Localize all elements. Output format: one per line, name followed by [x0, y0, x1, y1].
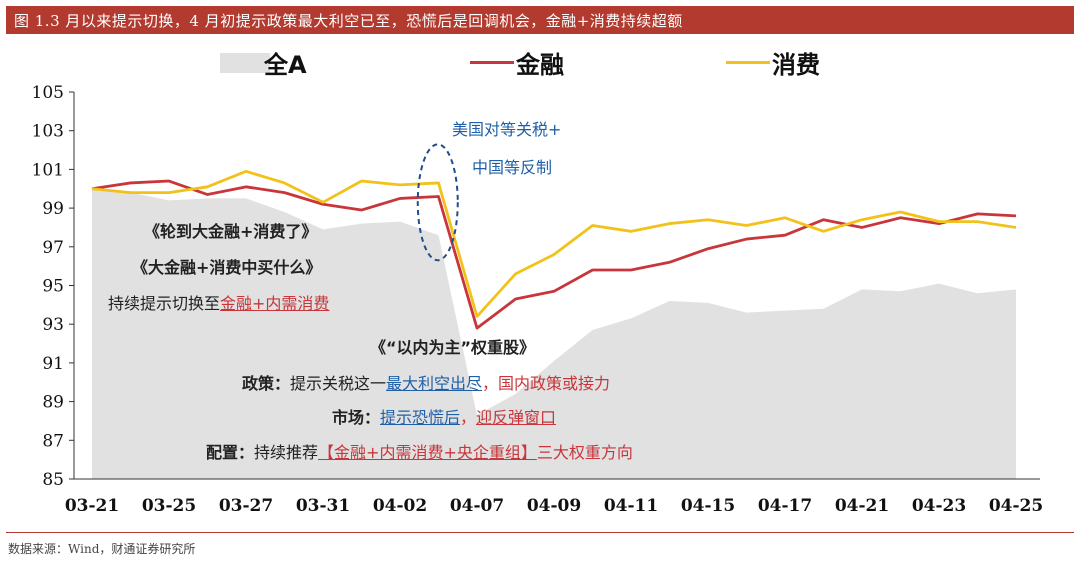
alloc-label: 配置：: [206, 443, 255, 462]
legend-label-consumer: 消费: [772, 51, 820, 79]
x-tick-label: 04-07: [450, 496, 504, 516]
market-highlight-1: 提示恐慌后: [380, 408, 461, 427]
x-tick-label: 04-21: [835, 496, 889, 516]
policy-highlight: 最大利空出尽: [386, 374, 483, 393]
legend-swatch-all-a: [220, 53, 270, 73]
market-label: 市场：: [332, 408, 381, 427]
alloc-rest: 三大权重方向: [536, 443, 633, 462]
market-highlight-2: 迎反弹窗口: [476, 408, 557, 427]
y-tick-label: 85: [42, 470, 64, 490]
y-tick-label: 89: [42, 393, 64, 413]
annotation-ellipse: [416, 143, 459, 262]
legend-swatch-finance: [470, 61, 514, 64]
legend-swatch-consumer: [726, 61, 770, 64]
x-tick-label: 04-09: [527, 496, 581, 516]
x-tick-label: 04-25: [989, 496, 1043, 516]
policy-label: 政策：: [242, 374, 291, 393]
policy-rest: ，国内政策或接力: [482, 374, 611, 393]
annotation-market: 市场：提示恐慌后，迎反弹窗口: [332, 404, 556, 428]
policy-text: 提示关税这一: [290, 374, 387, 393]
y-tick-label: 93: [42, 315, 64, 335]
series-area-all-a: [92, 188, 1016, 479]
chart-title: 图 1.3 月以来提示切换，4 月初提示政策最大利空已至，恐慌后是回调机会，金融…: [14, 12, 683, 30]
y-tick-label: 91: [42, 354, 64, 374]
x-tick-label: 03-27: [219, 496, 273, 516]
x-tick-label: 03-21: [65, 496, 119, 516]
y-tick-label: 97: [42, 238, 64, 258]
series-line-finance: [91, 179, 1017, 330]
annotation-shock-line-1: 美国对等关税+: [452, 120, 562, 139]
annotation-policy: 政策：提示关税这一最大利空出尽，国内政策或接力: [242, 370, 610, 394]
legend-label-all-a: 全A: [264, 51, 307, 79]
annotation-book-2: 《大金融+消费中买什么》: [132, 258, 322, 277]
alloc-text: 持续推荐: [254, 443, 319, 462]
x-tick-label: 03-25: [142, 496, 196, 516]
alloc-highlight: 【金融+内需消费+央企重组】: [318, 443, 537, 462]
annotation-allocation: 配置：持续推荐【金融+内需消费+央企重组】三大权重方向: [206, 439, 633, 463]
y-tick-label: 87: [42, 431, 64, 451]
annotation-switch-prefix: 持续提示切换至: [108, 294, 221, 313]
annotation-shock-line-2: 中国等反制: [472, 158, 553, 177]
legend-label-finance: 金融: [516, 51, 564, 79]
annotation-book-1: 《轮到大金融+消费了》: [144, 222, 318, 241]
y-tick-label: 95: [42, 277, 64, 297]
x-tick-label: 03-31: [296, 496, 350, 516]
x-tick-label: 04-23: [912, 496, 966, 516]
x-tick-label: 04-02: [373, 496, 427, 516]
y-tick-label: 103: [32, 122, 64, 142]
x-tick-label: 04-15: [681, 496, 735, 516]
market-comma: ，: [460, 408, 477, 427]
header-bar: 图 1.3 月以来提示切换，4 月初提示政策最大利空已至，恐慌后是回调机会，金融…: [6, 6, 1074, 34]
y-tick-label: 105: [32, 83, 64, 103]
annotation-switch: 持续提示切换至金融+内需消费: [108, 290, 329, 314]
y-tick-label: 101: [32, 160, 64, 180]
annotation-switch-highlight: 金融+内需消费: [220, 294, 330, 313]
source-note: 数据来源：Wind，财通证券研究所: [8, 542, 196, 556]
footer-divider: [6, 532, 1074, 533]
y-tick-label: 99: [42, 199, 64, 219]
annotation-book-3: 《“以内为主”权重股》: [370, 338, 536, 357]
series-line-consumer: [91, 169, 1017, 318]
x-tick-label: 04-11: [604, 496, 658, 516]
x-tick-label: 04-17: [758, 496, 812, 516]
